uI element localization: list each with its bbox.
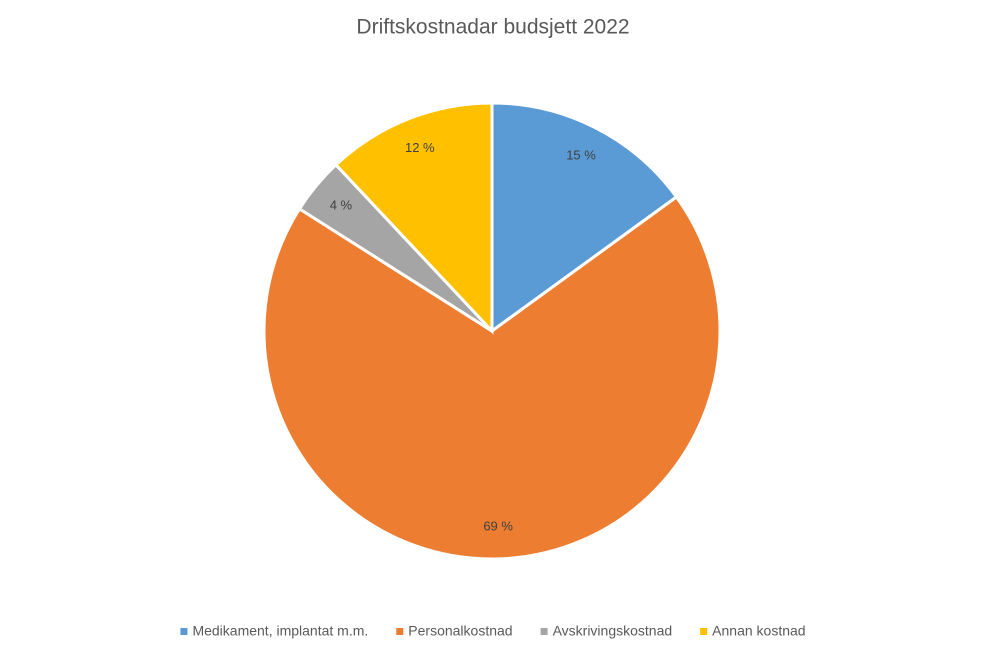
chart-title: Driftskostnadar budsjett 2022 xyxy=(356,16,629,39)
pie-slice xyxy=(262,194,722,561)
legend-marker xyxy=(540,628,548,635)
legend-marker xyxy=(700,628,708,635)
data-label: 4 % xyxy=(330,197,353,212)
legend-label: Personalkostnad xyxy=(408,623,512,639)
legend-label: Medikament, implantat m.m. xyxy=(192,623,368,639)
legend-marker xyxy=(396,628,404,635)
pie-slice xyxy=(333,101,494,335)
data-label: 69 % xyxy=(483,518,513,533)
pie-slice xyxy=(490,101,679,334)
legend-label: Annan kostnad xyxy=(712,623,805,639)
legend-label: Avskrivingskostnad xyxy=(553,623,673,639)
data-label: 12 % xyxy=(405,140,435,155)
data-label: 15 % xyxy=(566,148,596,163)
legend-marker xyxy=(180,628,188,635)
